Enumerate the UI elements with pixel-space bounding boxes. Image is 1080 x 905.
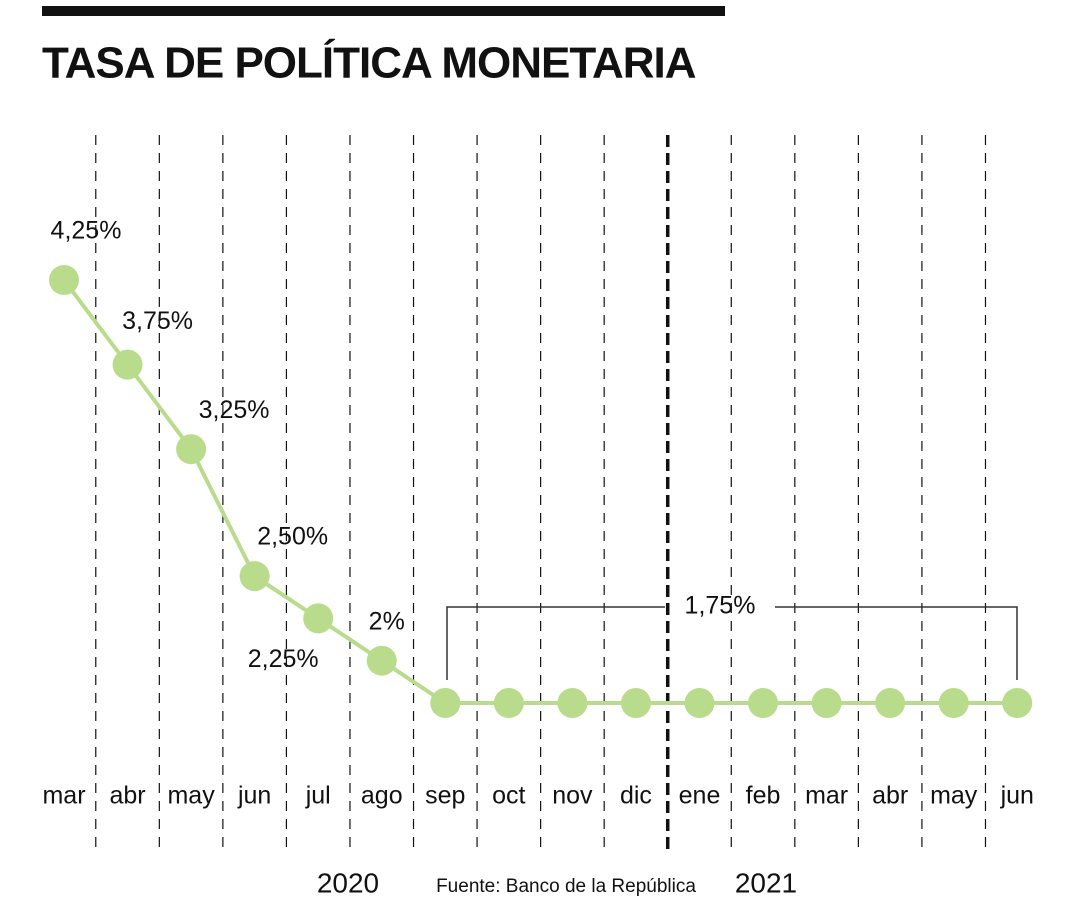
year-label: 2021 [735,867,797,898]
source: Fuente: Banco de la República [436,876,696,897]
label-bg [291,780,346,814]
point [684,688,715,718]
x-tick-label: may [930,782,978,810]
annotation: 1,75% [685,592,756,620]
point [112,349,143,380]
year-label: 2020 [317,867,379,898]
label-bg [418,780,473,814]
label-bg [354,780,409,814]
data-label: 2% [369,607,405,635]
point [620,688,651,718]
x-tick-label: jul [305,782,331,810]
point [938,688,969,718]
point [557,688,588,718]
label-bg [990,780,1045,814]
data-label: 2,50% [257,523,328,551]
label-bg [545,780,600,814]
label-bg [799,780,854,814]
label-bg [37,780,91,814]
x-tick-label: sep [425,782,465,810]
label-bg [164,780,219,814]
data-label: 3,75% [122,307,193,335]
point [303,603,334,634]
x-tick-label: dic [620,782,652,810]
x-tick-label: abr [109,782,145,810]
bracket [446,606,1018,680]
point [1002,688,1033,718]
data-label: 2,25% [248,645,319,673]
x-tick-label: oct [492,782,525,810]
x-tick-label: nov [552,782,593,810]
label-bg [736,780,791,814]
x-tick-label: ene [679,782,721,810]
point [811,688,842,718]
x-tick-label: mar [805,782,848,810]
label-bg [481,780,536,814]
point [366,645,397,676]
title-bar [42,6,725,16]
x-tick-label: feb [746,782,781,810]
point [493,688,524,718]
x-tick-label: jun [237,782,271,810]
dividers [95,135,987,852]
x-tick-label: mar [42,782,85,810]
point [875,688,906,718]
data-label: 3,25% [199,396,270,424]
label-bg [608,780,663,814]
line [62,278,1018,705]
label-bg [100,780,155,814]
label-bg [863,780,918,814]
point [430,688,461,718]
x-tick-label: ago [361,782,403,810]
label-bg [227,780,282,814]
x-tick-label: jun [1000,782,1034,810]
point [176,434,207,465]
x-tick-label: may [167,782,215,810]
label-bg [926,780,981,814]
chart-title: TASA DE POLÍTICA MONETARIA [42,38,696,88]
point [748,688,779,718]
point [239,561,270,592]
x-tick-label: abr [872,782,908,810]
label-bg [672,780,727,814]
point [49,265,79,295]
data-label: 4,25% [51,217,122,245]
